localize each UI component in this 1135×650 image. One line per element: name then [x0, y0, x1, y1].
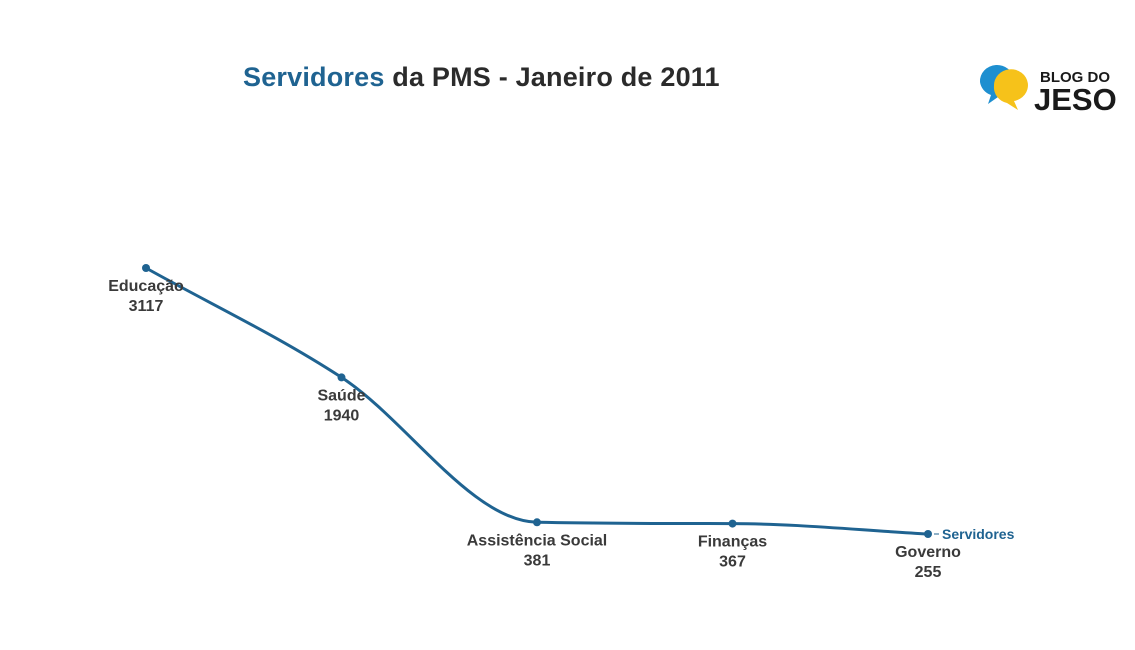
data-label: 381 — [524, 552, 551, 569]
data-label: 255 — [915, 564, 942, 581]
logo-line1: BLOG DO — [1040, 69, 1110, 86]
chart-title: Servidores da PMS - Janeiro de 2011 — [243, 62, 720, 93]
blog-logo: BLOG DO JESO — [978, 60, 1118, 120]
category-label: Educação — [108, 278, 184, 295]
series-name-label: Servidores — [942, 526, 1015, 542]
chart-title-rest: da PMS - Janeiro de 2011 — [384, 62, 720, 92]
data-point[interactable] — [924, 530, 932, 538]
category-label: Saúde — [317, 387, 365, 404]
category-label: Governo — [895, 544, 961, 561]
logo-line2: JESO — [1034, 82, 1117, 117]
series-line-servidores — [144, 266, 930, 536]
chart-title-accent: Servidores — [243, 62, 385, 92]
data-point[interactable] — [728, 519, 737, 528]
yellow-speech-bubble-icon — [993, 69, 1028, 110]
data-label: 367 — [719, 554, 746, 571]
data-point[interactable] — [533, 518, 541, 527]
data-label: 3117 — [129, 298, 164, 315]
data-label: 1940 — [324, 407, 360, 424]
blog-logo-graphic: BLOG DO JESO — [979, 64, 1117, 117]
label-layer: Educação 3117 Saúde 1940 Assistência Social 3… — [108, 278, 1014, 581]
series-layer — [142, 264, 932, 538]
data-point[interactable] — [337, 373, 346, 382]
category-label: Assistência Social — [467, 532, 608, 549]
data-point[interactable] — [142, 264, 150, 272]
category-label: Finanças — [698, 534, 767, 551]
